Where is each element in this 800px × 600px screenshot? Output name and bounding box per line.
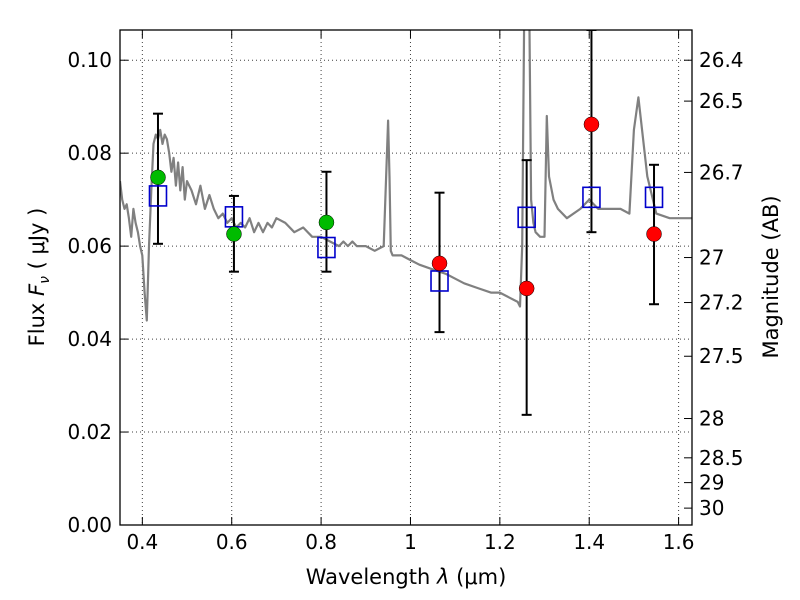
x-tick-label: 1: [404, 530, 417, 554]
plot-area: [120, 30, 692, 416]
x-tick-label: 0.6: [216, 530, 248, 554]
y-tick-label: 0.10: [67, 48, 112, 72]
mag-tick-label: 27.5: [699, 344, 744, 368]
mag-tick-label: 26.4: [699, 48, 744, 72]
plot-frame: [119, 29, 693, 526]
x-tick-label: 1.4: [573, 530, 605, 554]
model-photometry-square: [582, 186, 601, 209]
mag-tick-label: 30: [699, 496, 724, 520]
y-tick-label: 0.08: [67, 141, 112, 165]
mag-tick-label: 29: [699, 471, 724, 495]
y-tick-label: 0.02: [67, 420, 112, 444]
model-photometry-square: [317, 236, 336, 259]
red-data-point: [646, 226, 662, 242]
red-data-point: [583, 116, 600, 133]
mag-tick-label: 28.5: [699, 446, 744, 470]
green-data-point: [226, 226, 242, 242]
y-axis-title: Flux Fν ( μJy ): [25, 208, 53, 347]
mag-tick-label: 26.5: [699, 89, 744, 113]
x-tick-label: 1.2: [484, 530, 516, 554]
axis-ticks: 0.4 0.6 0.8 1 1.2 1.4 1.6 0.00 0.02 0.04 0.06 0.08 0…: [67, 30, 744, 554]
x-tick-label: 1.6: [663, 530, 695, 554]
green-data-point: [318, 214, 335, 231]
red-data-point: [518, 280, 535, 297]
mag-tick-label: 27.2: [699, 291, 744, 315]
y-tick-label: 0.04: [67, 327, 112, 351]
green-data-point: [150, 169, 166, 186]
model-photometry-square: [148, 185, 168, 207]
y-tick-label: 0.06: [67, 234, 112, 258]
model-photometry-square: [517, 206, 536, 229]
y-tick-label: 0.00: [67, 513, 112, 537]
y2-axis-title: Magnitude (AB): [759, 195, 783, 358]
x-axis-title: Wavelength λ (μm): [306, 565, 507, 589]
mag-tick-label: 28: [699, 407, 724, 431]
mag-tick-label: 27: [699, 246, 724, 270]
red-data-point: [431, 255, 448, 272]
mag-tick-label: 26.7: [699, 160, 744, 184]
x-tick-label: 0.8: [305, 530, 337, 554]
model-spectrum-line: [120, 30, 692, 322]
model-photometry-square: [644, 186, 664, 209]
x-tick-label: 0.4: [126, 530, 158, 554]
